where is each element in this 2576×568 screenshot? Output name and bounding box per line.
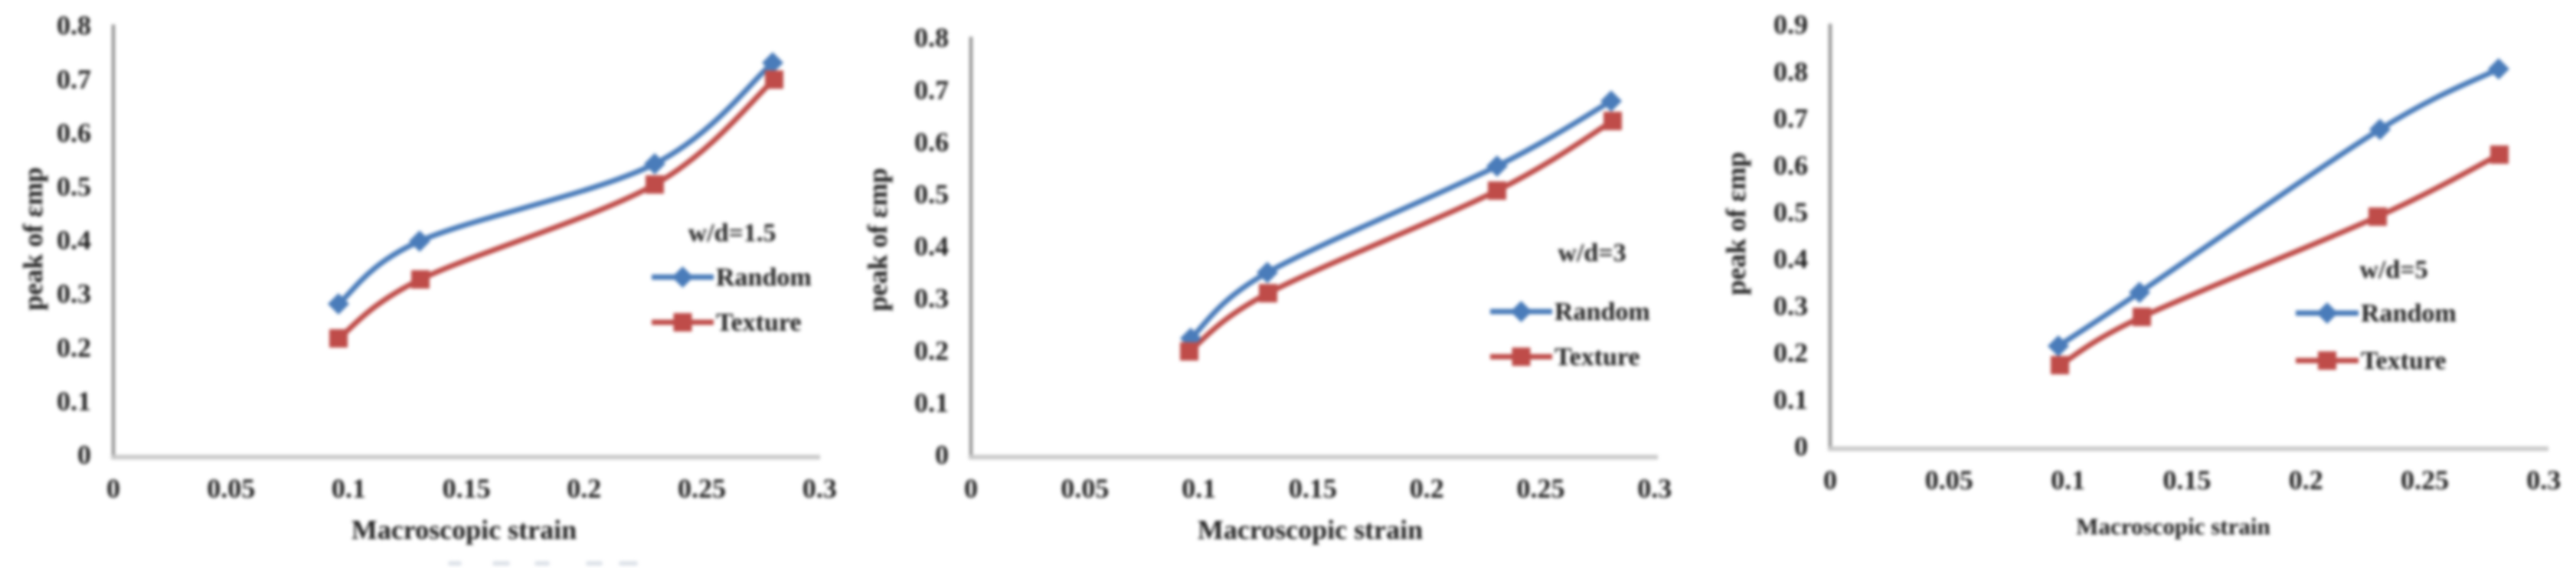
svg-text:peak of εmp: peak of εmp [862,168,893,311]
svg-text:0.1: 0.1 [57,386,91,416]
svg-text:Random: Random [1554,298,1650,326]
svg-text:0.4: 0.4 [57,225,91,256]
svg-text:0.2: 0.2 [567,473,601,504]
svg-text:0.2: 0.2 [914,335,949,366]
svg-text:0.5: 0.5 [1773,197,1808,227]
svg-text:0.5: 0.5 [57,171,91,202]
svg-text:Texture: Texture [2361,347,2446,375]
svg-text:Random: Random [716,263,812,292]
svg-text:0: 0 [935,439,949,470]
svg-text:0.3: 0.3 [1773,290,1808,321]
svg-text:Random: Random [2361,299,2457,328]
svg-text:0.1: 0.1 [1182,473,1216,504]
svg-text:0: 0 [964,473,978,504]
svg-text:0.2: 0.2 [57,332,91,363]
svg-text:0.7: 0.7 [914,74,949,105]
svg-text:0.3: 0.3 [2526,465,2561,495]
svg-text:0.7: 0.7 [1773,103,1808,134]
svg-text:0.05: 0.05 [1061,473,1109,504]
svg-text:0.7: 0.7 [57,64,91,94]
svg-text:0.6: 0.6 [914,126,949,157]
svg-text:0.4: 0.4 [914,231,949,262]
svg-text:0.3: 0.3 [803,473,837,504]
svg-text:0.2: 0.2 [1410,473,1444,504]
svg-text:0.4: 0.4 [1773,243,1808,274]
svg-text:0.05: 0.05 [1925,465,1973,495]
svg-text:0.2: 0.2 [1773,338,1808,368]
svg-text:0.3: 0.3 [57,279,91,309]
svg-text:0: 0 [106,473,120,504]
svg-text:Macroscopic strain: Macroscopic strain [2076,513,2270,540]
svg-text:0.1: 0.1 [914,387,949,418]
svg-text:w/d=1.5: w/d=1.5 [688,219,776,247]
svg-text:Texture: Texture [1554,343,1639,371]
svg-text:w/d=3: w/d=3 [1558,239,1626,267]
svg-text:0.5: 0.5 [914,179,949,210]
svg-text:w/d=5: w/d=5 [2359,256,2427,284]
svg-text:0.1: 0.1 [2051,465,2085,495]
svg-text:0.1: 0.1 [332,473,366,504]
svg-text:0.6: 0.6 [57,117,91,148]
svg-text:0.6: 0.6 [1773,150,1808,181]
svg-text:Texture: Texture [716,308,801,337]
svg-text:0.25: 0.25 [2401,465,2449,495]
svg-text:0.1: 0.1 [1773,384,1808,415]
svg-text:0.9: 0.9 [1773,9,1808,40]
svg-text:0: 0 [1794,431,1808,462]
svg-text:0: 0 [77,439,91,470]
svg-text:0.2: 0.2 [2289,465,2323,495]
svg-text:0.3: 0.3 [914,283,949,314]
svg-text:0.8: 0.8 [914,22,949,53]
svg-text:0: 0 [1823,465,1837,495]
svg-text:peak of εmp: peak of εmp [18,167,48,310]
svg-text:0.15: 0.15 [443,473,491,504]
svg-text:Macroscopic strain: Macroscopic strain [1198,514,1423,545]
svg-text:Macroscopic strain: Macroscopic strain [351,514,577,545]
svg-text:0.15: 0.15 [2162,465,2211,495]
svg-text:0.25: 0.25 [1517,473,1565,504]
svg-text:0.25: 0.25 [678,473,726,504]
svg-text:0.05: 0.05 [207,473,255,504]
svg-text:0.8: 0.8 [1773,56,1808,87]
svg-text:0.8: 0.8 [57,10,91,41]
svg-text:0.15: 0.15 [1289,473,1337,504]
svg-text:0.3: 0.3 [1637,473,1672,504]
svg-text:peak of εmp: peak of εmp [1721,152,1751,295]
